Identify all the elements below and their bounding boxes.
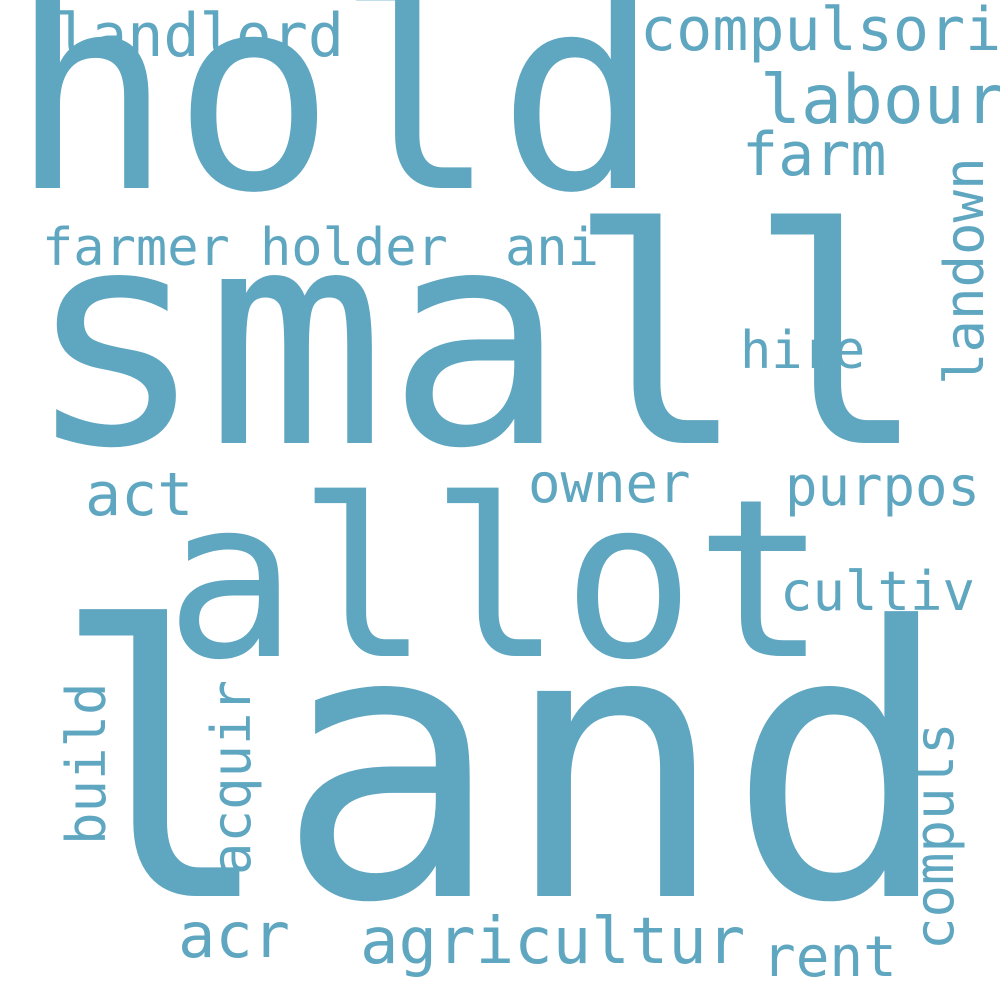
- word-labour: labour: [760, 61, 1000, 140]
- word-small: small: [25, 165, 929, 514]
- word-farm: farm: [742, 120, 887, 190]
- word-compulsori: compulsori: [640, 0, 1000, 65]
- word-act: act: [85, 460, 194, 530]
- word-ani: ani: [505, 218, 599, 278]
- word-farmer: farmer: [42, 218, 230, 278]
- word-purpos: purpos: [785, 455, 981, 518]
- word-cultiv: cultiv: [780, 560, 976, 623]
- word-allot: allot: [165, 452, 828, 708]
- word-rent: rent: [762, 925, 897, 990]
- word-landown: landown: [933, 157, 996, 385]
- word-holder: holder: [260, 218, 448, 278]
- word-agricultur: agricultur: [360, 905, 746, 979]
- word-hire: hire: [740, 321, 866, 381]
- word-landlord: landlord: [55, 1, 344, 71]
- word-compuls: compuls: [903, 722, 966, 950]
- word-owner: owner: [528, 452, 691, 515]
- word-build: build: [55, 682, 118, 845]
- word-acr: acr: [178, 899, 290, 972]
- word-hold: hold: [10, 0, 661, 252]
- word-land: land: [50, 549, 954, 985]
- word-acquir: acquir: [200, 679, 263, 875]
